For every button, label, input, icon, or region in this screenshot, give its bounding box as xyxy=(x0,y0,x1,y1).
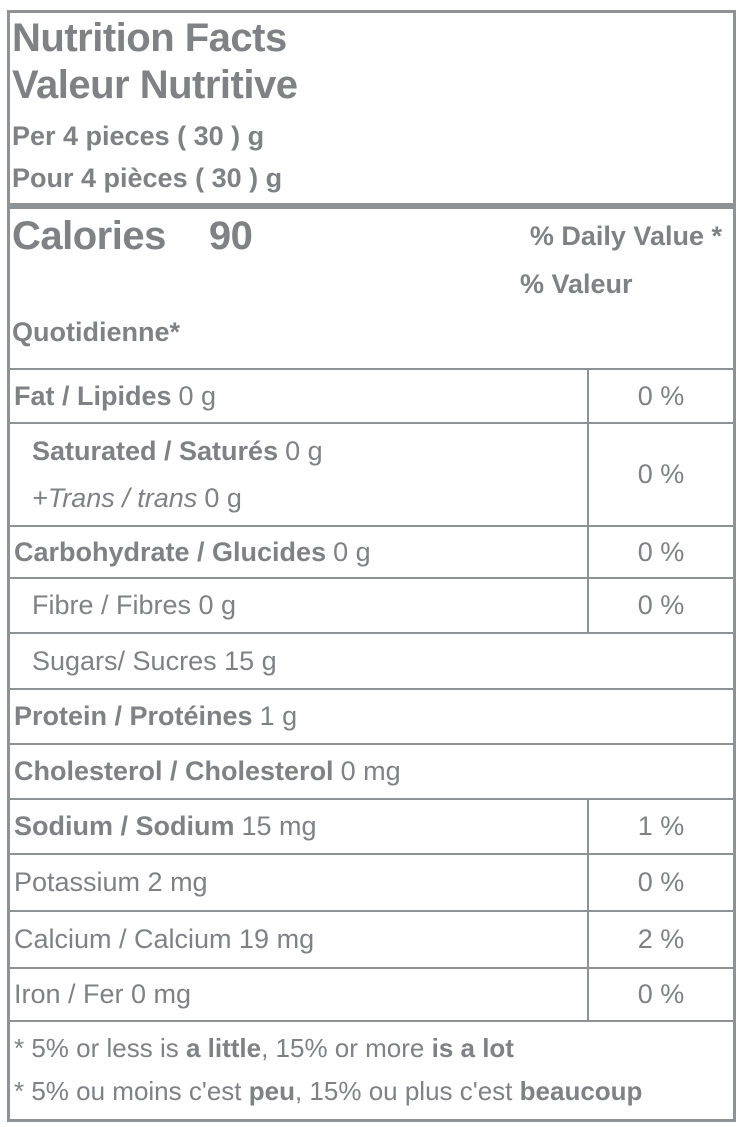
nutrient-name: Fibre / Fibres 0 g xyxy=(32,590,237,620)
title-english: Nutrition Facts xyxy=(12,16,287,60)
daily-value-cell: 2 % xyxy=(587,912,733,967)
nutrient-amount: 1 g xyxy=(259,701,298,731)
row-sodium: Sodium / Sodium 15 mg 1 % xyxy=(10,798,733,853)
saturated-line: Saturated / Saturés 0 g xyxy=(32,436,323,467)
nutrient-name-cell: Fat / Lipides 0 g xyxy=(10,370,587,422)
nutrient-name-cell: Potassium 2 mg xyxy=(10,855,587,910)
daily-value-cell: 0 % xyxy=(587,969,733,1020)
footnote-text: * 5% or less is xyxy=(14,1033,186,1063)
daily-value-cell: 0 % xyxy=(587,527,733,577)
nutrient-name-cell: Protein / Protéines 1 g xyxy=(10,690,733,743)
nutrient-name-cell: Sodium / Sodium 15 mg xyxy=(10,800,587,853)
daily-value-header-french-line2: Quotidienne* xyxy=(12,317,180,347)
footnote-text-bold: is a lot xyxy=(431,1033,514,1063)
nutrient-name-cell: Fibre / Fibres 0 g xyxy=(10,579,587,632)
row-iron: Iron / Fer 0 mg 0 % xyxy=(10,967,733,1020)
serving-size-english: Per 4 pieces ( 30 ) g xyxy=(12,121,265,151)
nutrient-amount: 0 g xyxy=(204,482,242,513)
daily-value-cell: 0 % xyxy=(587,424,733,525)
nutrient-name-cell: Cholesterol / Cholesterol 0 mg xyxy=(10,745,733,798)
daily-value-percent: 1 % xyxy=(637,811,685,841)
row-saturated-trans: Saturated / Saturés 0 g +Trans / trans 0 g… xyxy=(10,422,733,525)
row-protein: Protein / Protéines 1 g xyxy=(10,688,733,743)
nutrient-name: Protein / Protéines xyxy=(14,701,253,731)
daily-value-cell: 0 % xyxy=(587,579,733,632)
footnote-text-bold: peu xyxy=(248,1076,295,1106)
footnote-text-bold: a little xyxy=(185,1033,262,1063)
serving-size-french: Pour 4 pièces ( 30 ) g xyxy=(12,163,283,193)
daily-value-percent: 2 % xyxy=(637,924,685,954)
nutrient-name-cell: Sugars/ Sucres 15 g xyxy=(10,634,733,688)
nutrient-name: Cholesterol / Cholesterol xyxy=(14,756,334,786)
nutrient-amount: 0 mg xyxy=(340,756,401,786)
nutrient-name-cell: Calcium / Calcium 19 mg xyxy=(10,912,587,967)
nutrient-name: Fat / Lipides xyxy=(14,380,172,411)
calories-section: Calories 90 % Daily Value * % Valeur Quot… xyxy=(10,209,733,368)
nutrient-name: Sodium / Sodium xyxy=(14,811,235,841)
trans-line: +Trans / trans 0 g xyxy=(32,483,242,514)
nutrient-name: +Trans / trans xyxy=(32,482,198,513)
row-calcium: Calcium / Calcium 19 mg 2 % xyxy=(10,910,733,967)
footnote-text-bold: beaucoup xyxy=(519,1076,643,1106)
nutrient-name-cell: Iron / Fer 0 mg xyxy=(10,969,587,1020)
row-sugars: Sugars/ Sucres 15 g xyxy=(10,632,733,688)
row-potassium: Potassium 2 mg 0 % xyxy=(10,853,733,910)
nutrient-name: Iron / Fer 0 mg xyxy=(14,979,192,1009)
nutrient-amount: 0 g xyxy=(333,536,371,567)
daily-value-percent: 0 % xyxy=(637,380,685,411)
title-french: Valeur Nutritive xyxy=(12,63,298,107)
row-fibre: Fibre / Fibres 0 g 0 % xyxy=(10,577,733,632)
footnote-section: * 5% or less is a little, 15% or more is… xyxy=(10,1020,733,1119)
row-cholesterol: Cholesterol / Cholesterol 0 mg xyxy=(10,743,733,798)
nutrient-name: Sugars/ Sucres 15 g xyxy=(32,645,277,676)
daily-value-percent: 0 % xyxy=(637,867,685,897)
thick-divider xyxy=(10,203,733,209)
daily-value-header-english: % Daily Value * xyxy=(529,221,722,251)
nutrient-name: Saturated / Saturés xyxy=(32,435,279,466)
nutrient-amount: 15 mg xyxy=(241,811,317,841)
nutrient-name: Carbohydrate / Glucides xyxy=(14,536,327,567)
daily-value-percent: 0 % xyxy=(637,459,685,489)
nutrition-label: Nutrition Facts Valeur Nutritive Per 4 p… xyxy=(7,10,736,1122)
nutrient-name: Potassium 2 mg xyxy=(14,867,208,897)
nutrient-name-cell: Saturated / Saturés 0 g +Trans / trans 0 g xyxy=(10,424,587,525)
daily-value-percent: 0 % xyxy=(637,590,685,620)
nutrient-name-cell: Carbohydrate / Glucides 0 g xyxy=(10,527,587,577)
footnote-text: , 15% ou plus c'est xyxy=(294,1076,520,1106)
footnote-text: * 5% ou moins c'est xyxy=(14,1076,249,1106)
daily-value-header-french-line1: % Valeur xyxy=(520,269,633,299)
row-carbohydrate: Carbohydrate / Glucides 0 g 0 % xyxy=(10,525,733,577)
calories-label: Calories xyxy=(12,214,166,258)
daily-value-cell: 0 % xyxy=(587,370,733,422)
daily-value-cell: 0 % xyxy=(587,855,733,910)
daily-value-percent: 0 % xyxy=(637,536,685,567)
calories-value: 90 xyxy=(208,214,253,258)
calories-line: Calories 90 xyxy=(12,213,253,260)
nutrient-amount: 0 g xyxy=(178,380,217,411)
row-fat: Fat / Lipides 0 g 0 % xyxy=(10,368,733,422)
footnote-english: * 5% or less is a little, 15% or more is… xyxy=(14,1027,729,1070)
footnote-text: , 15% or more xyxy=(261,1033,432,1063)
footnote-french: * 5% ou moins c'est peu, 15% ou plus c'e… xyxy=(14,1070,729,1113)
label-header: Nutrition Facts Valeur Nutritive Per 4 p… xyxy=(10,13,733,203)
nutrient-name: Calcium / Calcium 19 mg xyxy=(14,924,315,954)
daily-value-cell: 1 % xyxy=(587,800,733,853)
nutrient-amount: 0 g xyxy=(285,435,323,466)
daily-value-percent: 0 % xyxy=(637,979,685,1009)
